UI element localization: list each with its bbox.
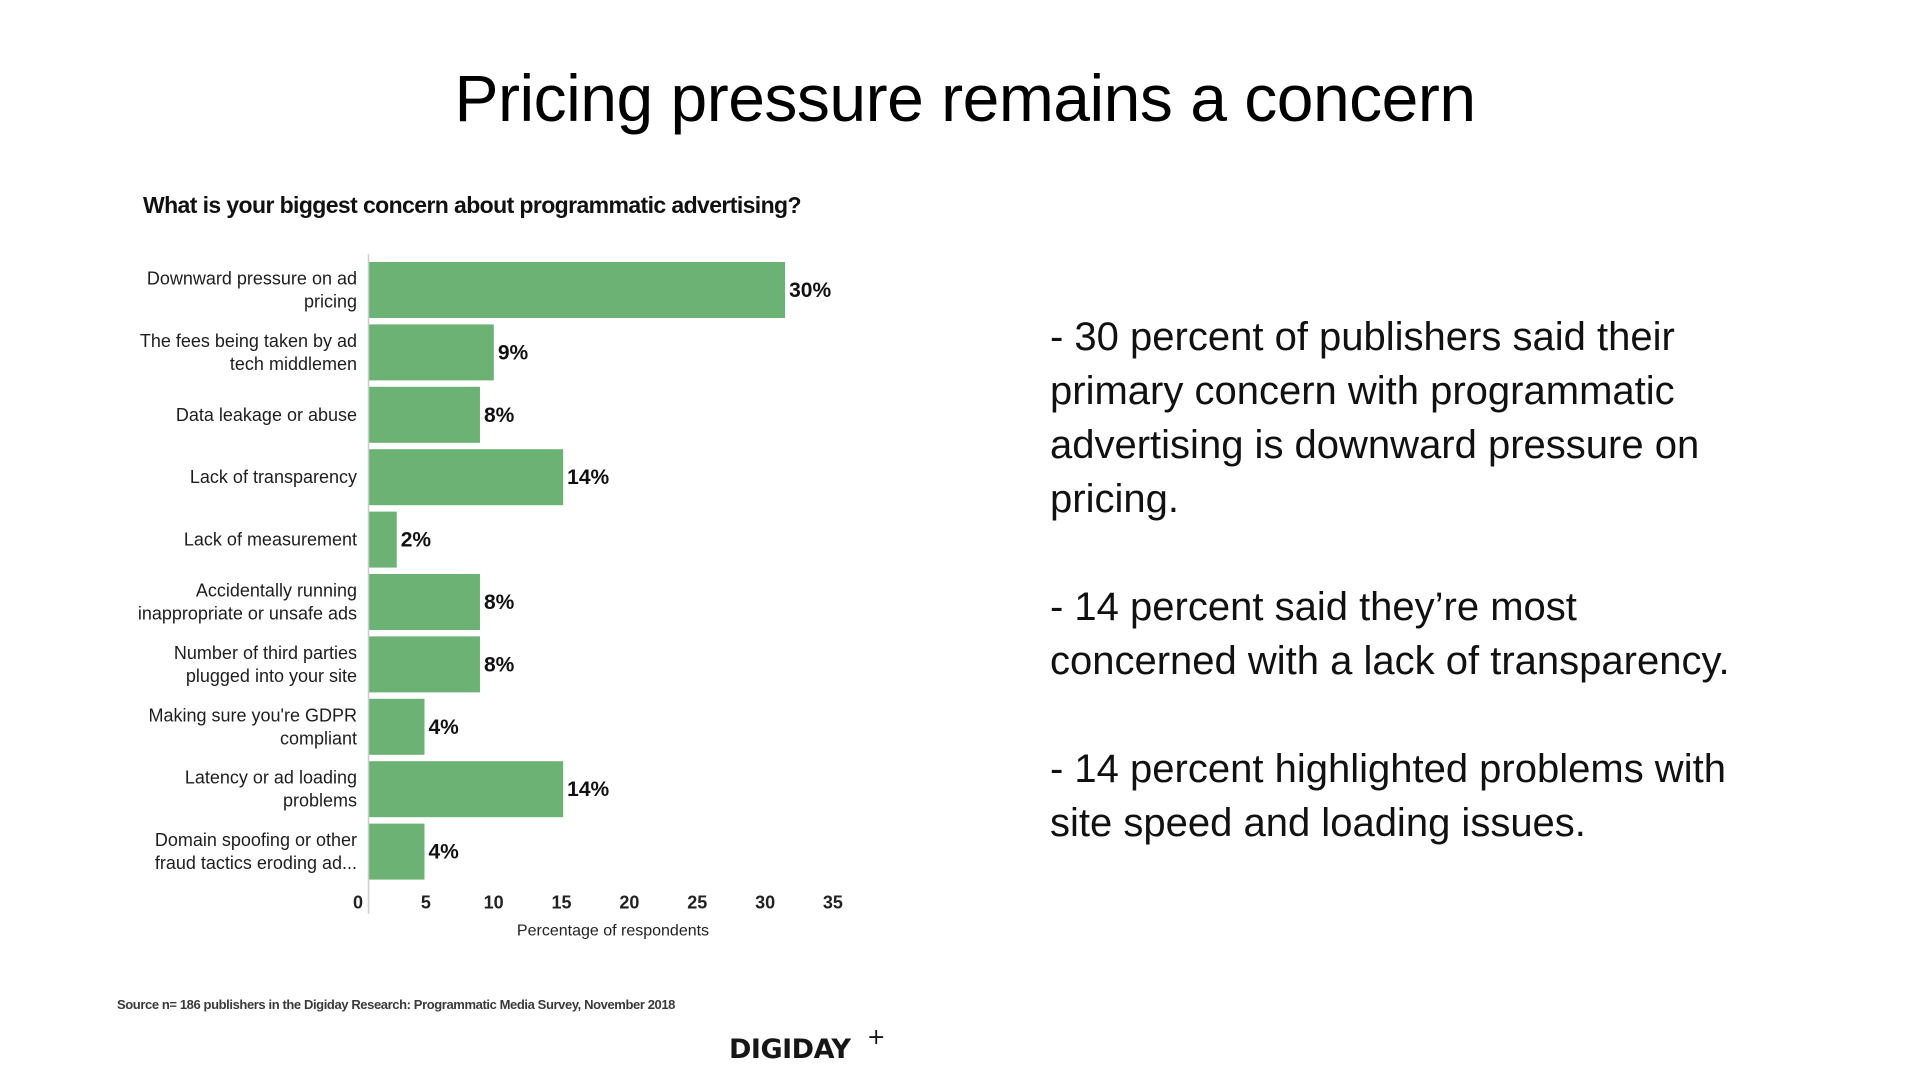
note-pricing: - 30 percent of publishers said their pr…: [1050, 310, 1870, 526]
category-label-line: Data leakage or abuse: [176, 405, 357, 425]
category-labels: Downward pressure on ad pricing The fees b…: [138, 269, 357, 874]
digiday-logo: DIGIDAY +: [729, 1025, 885, 1067]
category-label-line: inappropriate or unsafe ads: [138, 604, 357, 624]
chart-title: What is your biggest concern about progr…: [143, 192, 802, 218]
value-label: 4%: [428, 716, 459, 739]
category-label-line: problems: [283, 791, 357, 811]
value-label: 14%: [567, 778, 609, 801]
note-transparency: - 14 percent said they’re most concerned…: [1050, 580, 1870, 688]
note-line: concerned with a lack of transparency.: [1050, 639, 1730, 683]
tick-label: 0: [353, 893, 363, 913]
bar: [369, 574, 480, 630]
bars-layer: [369, 262, 786, 880]
category-label: Latency or ad loading problems: [185, 768, 357, 811]
plus-icon: +: [867, 1025, 886, 1050]
category-label-line: Lack of measurement: [184, 530, 357, 550]
value-label: 14%: [567, 466, 609, 489]
source-note: Source n= 186 publishers in the Digiday …: [117, 997, 676, 1012]
tick-label: 30: [755, 893, 775, 913]
category-label-line: Domain spoofing or other: [155, 830, 357, 850]
category-label-line: plugged into your site: [186, 666, 357, 686]
bar: [369, 324, 494, 381]
bar: [369, 262, 786, 318]
logo-wordmark: DIGIDAY: [729, 1034, 851, 1065]
category-label: Data leakage or abuse: [176, 405, 357, 425]
category-label-line: The fees being taken by ad: [140, 331, 357, 351]
bar: [369, 636, 480, 693]
value-label: 8%: [484, 653, 515, 676]
tick-label: 15: [552, 893, 572, 913]
bar: [369, 511, 397, 568]
value-labels: 30% 9% 8% 14% 2% 8% 8% 4% 14% 4%: [401, 279, 832, 864]
value-label: 2%: [401, 529, 432, 552]
bar: [369, 698, 425, 755]
tick-label: 20: [619, 893, 639, 913]
category-label-line: fraud tactics eroding ad...: [155, 853, 357, 873]
category-label-line: Lack of transparency: [190, 467, 357, 487]
x-axis-title: Percentage of respondents: [517, 923, 709, 940]
category-label-line: Accidentally running: [196, 581, 357, 601]
value-label: 9%: [498, 341, 529, 364]
note-line: pricing.: [1050, 477, 1179, 521]
category-label-line: Downward pressure on ad: [147, 269, 357, 289]
note-line: primary concern with programmatic: [1050, 369, 1675, 413]
tick-label: 5: [421, 893, 431, 913]
bar: [369, 449, 564, 506]
notes-panel: - 30 percent of publishers said their pr…: [1050, 310, 1870, 904]
category-label-line: Latency or ad loading: [185, 768, 357, 788]
category-label: Lack of measurement: [184, 530, 357, 550]
category-label: Number of third parties plugged into your…: [174, 643, 357, 686]
category-label-line: pricing: [304, 292, 357, 312]
category-label: The fees being taken by ad tech middlemen: [140, 331, 357, 374]
note-line: site speed and loading issues.: [1050, 801, 1586, 845]
note-latency: - 14 percent highlighted problems with s…: [1050, 742, 1870, 850]
category-label: Accidentally running inappropriate or uns…: [138, 581, 357, 624]
category-label-line: Making sure you're GDPR: [148, 705, 357, 725]
value-label: 8%: [484, 591, 515, 614]
tick-label: 10: [484, 893, 504, 913]
bar: [369, 386, 480, 443]
bar: [369, 761, 564, 818]
category-label: Making sure you're GDPR compliant: [148, 705, 357, 748]
note-line: - 30 percent of publishers said their: [1050, 315, 1675, 359]
slide-title: Pricing pressure remains a concern: [454, 61, 1476, 135]
category-label: Lack of transparency: [190, 467, 357, 487]
value-label: 30%: [789, 279, 831, 302]
category-label-line: tech middlemen: [230, 354, 357, 374]
note-line: advertising is downward pressure on: [1050, 423, 1700, 467]
note-line: - 14 percent highlighted problems with: [1050, 747, 1726, 791]
category-label: Domain spoofing or other fraud tactics er…: [155, 830, 357, 873]
category-label: Downward pressure on ad pricing: [147, 269, 357, 312]
value-label: 8%: [484, 404, 515, 427]
tick-label: 25: [687, 893, 707, 913]
value-label: 4%: [428, 841, 459, 864]
tick-label: 35: [823, 893, 843, 913]
category-label-line: Number of third parties: [174, 643, 357, 663]
x-axis-ticks: 0 5 10 15 20 25 30 35: [353, 893, 843, 913]
note-line: - 14 percent said they’re most: [1050, 585, 1577, 629]
category-label-line: compliant: [280, 728, 357, 748]
bar: [369, 823, 425, 880]
